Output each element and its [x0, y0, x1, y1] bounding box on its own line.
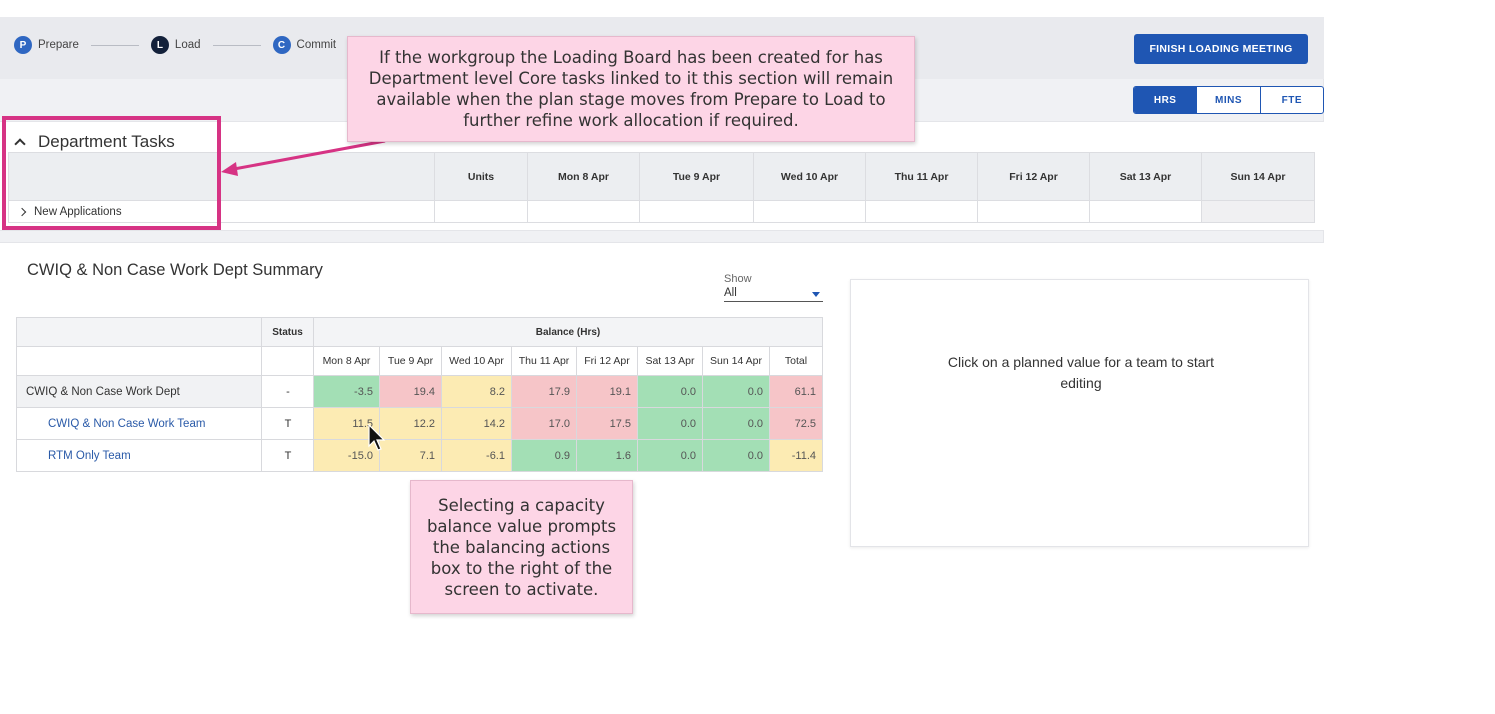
- show-filter-value: All: [724, 285, 823, 302]
- table-cell: [434, 200, 528, 223]
- table-cell: [1201, 200, 1315, 223]
- column-header: Mon 8 Apr: [527, 152, 640, 201]
- balance-value-cell[interactable]: 0.0: [702, 439, 770, 472]
- department-tasks-toggle[interactable]: Department Tasks: [12, 132, 175, 152]
- balance-value-cell[interactable]: 0.0: [702, 407, 770, 440]
- column-header-blank: [16, 346, 262, 376]
- team-name-link[interactable]: CWIQ & Non Case Work Team: [16, 407, 262, 440]
- summary-panel: CWIQ & Non Case Work Dept Summary Show A…: [0, 242, 1324, 707]
- balance-value-cell[interactable]: 8.2: [441, 375, 512, 408]
- balance-value-cell[interactable]: 17.9: [511, 375, 577, 408]
- balance-value-cell[interactable]: 19.1: [576, 375, 638, 408]
- balance-value-cell[interactable]: 17.5: [576, 407, 638, 440]
- balance-value-cell[interactable]: 0.0: [637, 375, 703, 408]
- day-header: Tue 9 Apr: [379, 346, 442, 376]
- dept-name: CWIQ & Non Case Work Dept: [16, 375, 262, 408]
- step-prepare-label: Prepare: [38, 39, 79, 51]
- balance-value-cell[interactable]: -15.0: [313, 439, 380, 472]
- task-row-new-applications[interactable]: New Applications: [8, 200, 435, 223]
- plan-stepper: P Prepare L Load C Commit: [14, 36, 336, 54]
- balance-value-cell[interactable]: 19.4: [379, 375, 442, 408]
- day-header-total: Total: [769, 346, 823, 376]
- mouse-pointer-icon: [368, 424, 386, 451]
- balance-value-cell[interactable]: 0.0: [637, 439, 703, 472]
- team-name-link[interactable]: RTM Only Team: [16, 439, 262, 472]
- column-header: Units: [434, 152, 528, 201]
- department-tasks-table: Units Mon 8 Apr Tue 9 Apr Wed 10 Apr Thu…: [8, 152, 1315, 223]
- column-header-balance: Balance (Hrs): [313, 317, 823, 347]
- balance-value-cell[interactable]: -6.1: [441, 439, 512, 472]
- step-load-badge: L: [150, 36, 169, 54]
- unit-hrs-button[interactable]: HRS: [1134, 87, 1198, 113]
- step-prepare-badge: P: [14, 36, 32, 54]
- day-header: Thu 11 Apr: [511, 346, 577, 376]
- day-header: Wed 10 Apr: [441, 346, 512, 376]
- step-prepare[interactable]: P Prepare: [14, 36, 79, 54]
- department-tasks-title: Department Tasks: [38, 132, 175, 151]
- step-load[interactable]: L Load: [150, 36, 201, 54]
- step-commit[interactable]: C Commit: [272, 36, 337, 54]
- balance-total-cell[interactable]: 72.5: [769, 407, 823, 440]
- column-header: Tue 9 Apr: [639, 152, 754, 201]
- column-header: Sat 13 Apr: [1089, 152, 1202, 201]
- table-cell: [1089, 200, 1202, 223]
- balance-value-cell[interactable]: 17.0: [511, 407, 577, 440]
- summary-title: CWIQ & Non Case Work Dept Summary: [27, 261, 323, 279]
- status-cell: T: [261, 407, 314, 440]
- step-connector: [90, 44, 139, 46]
- caret-down-icon: [812, 292, 820, 297]
- column-header-status: Status: [261, 317, 314, 347]
- step-commit-badge: C: [272, 36, 291, 54]
- balance-value-cell[interactable]: 7.1: [379, 439, 442, 472]
- balance-value-cell[interactable]: 14.2: [441, 407, 512, 440]
- balance-value-cell[interactable]: 0.0: [637, 407, 703, 440]
- balance-value-cell[interactable]: 12.2: [379, 407, 442, 440]
- show-filter-label: Show: [724, 273, 752, 285]
- status-cell: -: [261, 375, 314, 408]
- step-load-label: Load: [174, 39, 201, 51]
- callout-bottom: Selecting a capacity balance value promp…: [410, 480, 633, 614]
- column-header: Sun 14 Apr: [1201, 152, 1315, 201]
- highlight-frame: [2, 116, 221, 230]
- table-cell: [977, 200, 1090, 223]
- status-cell: T: [261, 439, 314, 472]
- unit-toggle: HRS MINS FTE: [1133, 86, 1324, 114]
- finish-loading-meeting-button[interactable]: FINISH LOADING MEETING: [1134, 34, 1308, 64]
- table-row: New Applications: [8, 200, 1315, 223]
- column-header: Fri 12 Apr: [977, 152, 1090, 201]
- balance-value-cell[interactable]: 1.6: [576, 439, 638, 472]
- balance-summary-table: Status Balance (Hrs) Mon 8 Apr Tue 9 Apr…: [16, 317, 823, 472]
- table-cell: [527, 200, 640, 223]
- table-cell: [753, 200, 866, 223]
- show-filter-select[interactable]: Show All: [724, 273, 823, 302]
- day-header: Sun 14 Apr: [702, 346, 770, 376]
- task-row-label: New Applications: [34, 205, 122, 218]
- balancing-actions-box: Click on a planned value for a team to s…: [850, 279, 1309, 547]
- balance-value-cell[interactable]: 0.9: [511, 439, 577, 472]
- table-row: RTM Only Team T -15.0 7.1 -6.1 0.9 1.6 0.0 0.0 -1…: [16, 439, 823, 472]
- unit-mins-button[interactable]: MINS: [1197, 87, 1261, 113]
- unit-fte-button[interactable]: FTE: [1281, 94, 1303, 106]
- table-row: CWIQ & Non Case Work Team T 11.5 12.2 14.2 17…: [16, 407, 823, 440]
- show-filter-selected: All: [724, 287, 737, 299]
- callout-top: If the workgroup the Loading Board has b…: [347, 36, 915, 142]
- step-connector: [212, 44, 261, 46]
- table-cell: [639, 200, 754, 223]
- table-row: CWIQ & Non Case Work Dept - -3.5 19.4 8.2 17.…: [16, 375, 823, 408]
- step-commit-label: Commit: [296, 39, 337, 51]
- day-header: Mon 8 Apr: [313, 346, 380, 376]
- column-header: Wed 10 Apr: [753, 152, 866, 201]
- column-header-blank: [261, 346, 314, 376]
- day-header: Sat 13 Apr: [637, 346, 703, 376]
- balancing-actions-message: Click on a planned value for a team to s…: [947, 354, 1215, 391]
- balance-total-cell[interactable]: -11.4: [769, 439, 823, 472]
- column-header-name: [16, 317, 262, 347]
- balance-value-cell[interactable]: -3.5: [313, 375, 380, 408]
